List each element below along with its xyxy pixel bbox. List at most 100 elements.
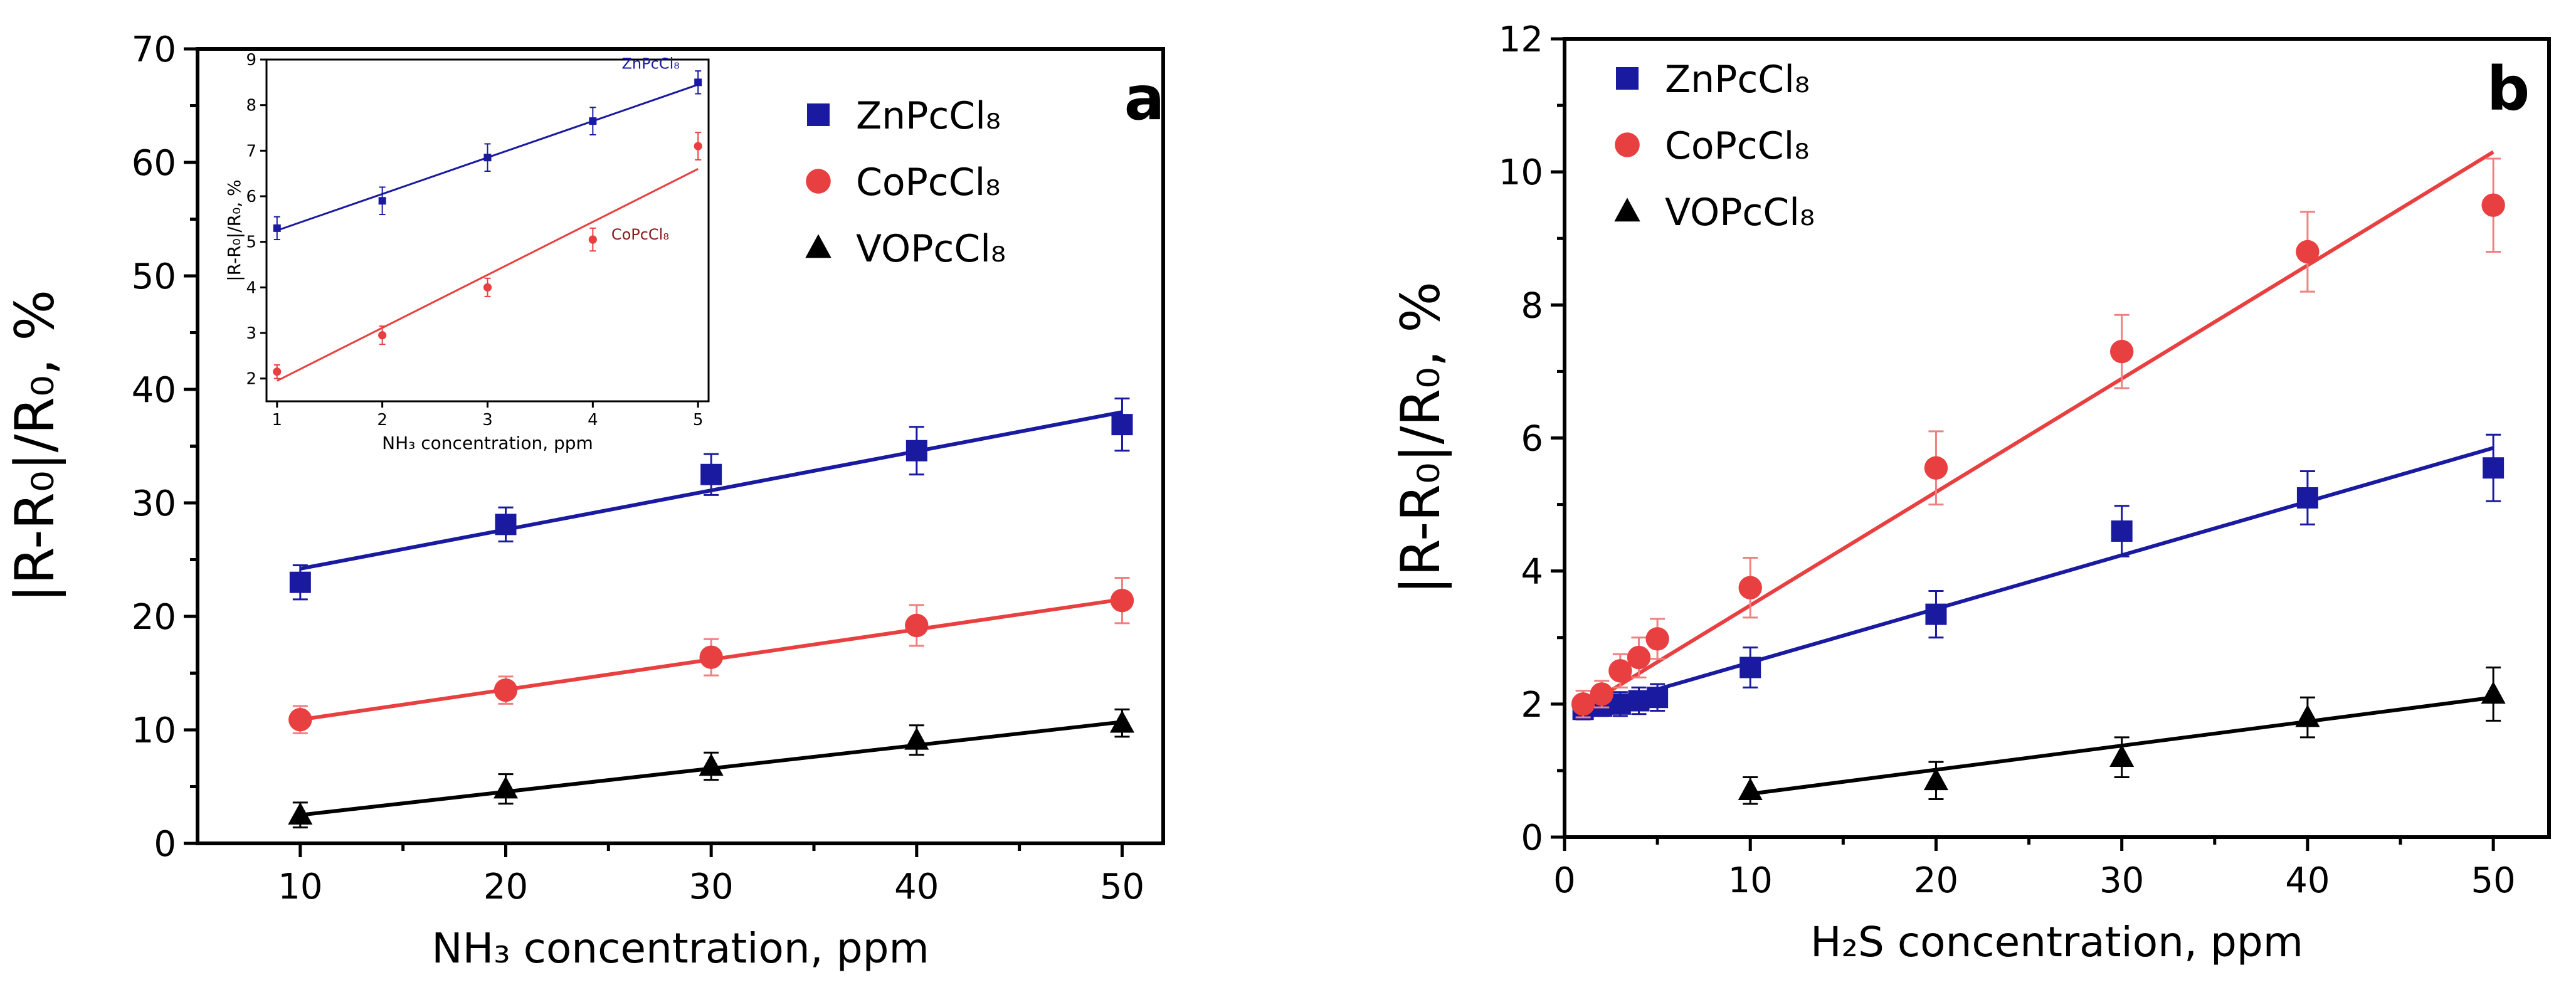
inset-fit-line	[277, 168, 699, 382]
data-point	[2481, 681, 2506, 704]
legend-marker	[806, 169, 831, 194]
data-point	[1627, 645, 1651, 670]
data-point	[2111, 520, 2133, 542]
inset-y-tick-label: 2	[246, 370, 256, 389]
inset-annotation: ZnPcCl₈	[621, 55, 679, 73]
data-point	[1628, 690, 1650, 712]
y-tick-label: 0	[1521, 818, 1543, 858]
inset-data-point	[589, 117, 597, 125]
inset-frame	[265, 58, 710, 403]
data-point	[1109, 710, 1135, 733]
x-tick-label: 30	[689, 867, 734, 907]
y-tick-label: 8	[1521, 285, 1543, 326]
data-point	[904, 727, 929, 750]
y-tick-label: 20	[132, 597, 176, 638]
inset-data-point	[694, 78, 702, 87]
y-tick-label: 6	[1521, 419, 1543, 460]
inset-x-axis-title: NH₃ concentration, ppm	[382, 433, 593, 453]
x-tick-label: 50	[2471, 860, 2515, 901]
data-point	[1923, 768, 1949, 791]
data-point	[1925, 603, 1947, 625]
x-tick-label: 20	[483, 867, 528, 907]
series-0	[1572, 433, 2505, 720]
x-tick-label: 10	[278, 867, 322, 907]
inset-y-tick-label: 3	[246, 324, 256, 343]
inset-data-point	[588, 235, 597, 244]
inset-data-point	[483, 283, 492, 292]
data-point	[2483, 457, 2505, 479]
data-point	[495, 514, 517, 535]
x-tick-label: 10	[1728, 860, 1773, 901]
data-point	[1590, 682, 1613, 706]
data-point	[1110, 588, 1134, 613]
data-point	[905, 440, 927, 462]
x-tick-label: 20	[1914, 860, 1958, 901]
data-point	[493, 776, 519, 799]
data-point	[1738, 778, 1763, 801]
x-tick-label: 40	[894, 867, 939, 907]
data-point	[1924, 456, 1948, 480]
inset-x-tick-label: 1	[272, 411, 283, 430]
data-point	[1738, 576, 1762, 599]
series-1	[288, 576, 1134, 734]
legend-label: CoPcCl₈	[1665, 124, 1809, 168]
data-point	[2296, 487, 2318, 509]
y-tick-label: 10	[1499, 152, 1543, 193]
legend-label: ZnPcCl₈	[1665, 58, 1810, 102]
data-point	[699, 645, 723, 669]
inset-data-point	[378, 197, 386, 205]
legend-label: VOPcCl₈	[856, 227, 1006, 271]
y-tick-label: 50	[132, 256, 176, 297]
y-tick-label: 70	[132, 29, 176, 70]
data-point	[1111, 414, 1133, 436]
series-2	[1738, 666, 2506, 805]
inset-y-tick-label: 7	[246, 142, 256, 161]
y-tick-label: 40	[132, 370, 176, 411]
panel-a-chart: 10 20 30 40 50 0 10 20 30 40 50 60 70 NH₃ concentrati…	[4, 29, 1165, 973]
inset-chart: 1 2 3 4 5 2 3 4 5 6 7 8 9 NH₃ concentration, ppm |R-R₀…	[224, 51, 710, 453]
inset-y-tick-label: 6	[246, 187, 256, 206]
data-point	[2481, 193, 2505, 217]
x-axis-title: NH₃ concentration, ppm	[431, 924, 929, 973]
panel-label: b	[2487, 54, 2530, 124]
data-point	[288, 708, 312, 732]
legend-marker	[807, 103, 830, 126]
inset-x-tick-label: 4	[588, 411, 598, 430]
inset-data-point	[273, 224, 281, 232]
inset-data-point	[378, 331, 387, 340]
inset-x-tick-label: 3	[482, 411, 493, 430]
x-tick-label: 50	[1100, 867, 1144, 907]
data-point	[1608, 659, 1632, 683]
y-axis-title: |R-R₀|/R₀, %	[1390, 282, 1452, 594]
inset-annotation: CoPcCl₈	[611, 226, 669, 243]
inset-y-tick-label: 4	[246, 278, 256, 297]
data-point	[1645, 627, 1669, 651]
legend-marker	[1616, 67, 1639, 90]
inset-y-axis-title: |R-R₀|/R₀, %	[224, 179, 245, 282]
inset-data-point	[483, 154, 492, 162]
y-tick-label: 10	[132, 710, 176, 751]
data-point	[289, 571, 311, 593]
inset-y-tick-label: 8	[246, 97, 256, 115]
y-tick-label: 12	[1499, 19, 1543, 60]
y-tick-label: 30	[132, 483, 176, 524]
x-tick-label: 0	[1553, 860, 1576, 901]
fit-line	[1582, 150, 2494, 709]
panel-label: a	[1124, 63, 1165, 134]
legend-marker	[1614, 198, 1640, 222]
y-tick-label: 2	[1521, 685, 1543, 725]
x-tick-label: 40	[2285, 860, 2330, 901]
x-tick-label: 30	[2099, 860, 2144, 901]
legend-marker	[1615, 132, 1640, 157]
y-tick-label: 4	[1521, 552, 1543, 593]
data-point	[2295, 704, 2320, 727]
panel-b-chart: 0 10 20 30 40 50 0 2 4 6 8 10 12 H₂S concentration, p…	[1390, 19, 2551, 966]
data-point	[699, 753, 724, 776]
inset-y-tick-label: 5	[246, 233, 256, 252]
legend-label: ZnPcCl₈	[856, 94, 1001, 138]
x-axis-title: H₂S concentration, ppm	[1810, 918, 2303, 966]
y-tick-label: 60	[132, 143, 176, 184]
inset-data-point	[694, 142, 702, 150]
series-2	[288, 708, 1135, 829]
